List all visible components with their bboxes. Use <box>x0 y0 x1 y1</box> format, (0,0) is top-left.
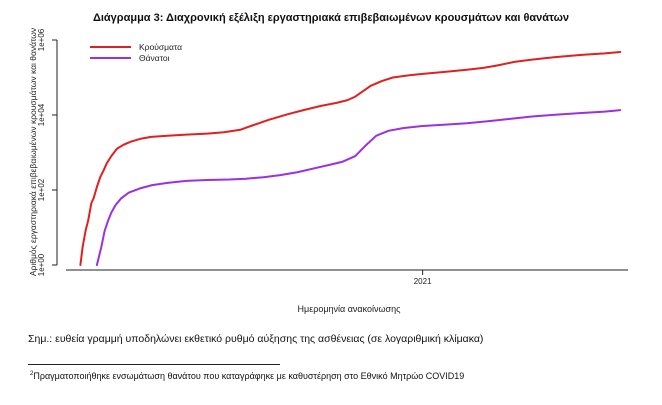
chart-title: Διάγραμμα 3: Διαχρονική εξέλιξη εργαστηρ… <box>92 12 570 24</box>
y-tick-label: 1e+06 <box>37 28 46 51</box>
y-tick-label: 1e+04 <box>37 103 46 126</box>
y-axis-label: Αριθμός εργαστηριακά επιβεβαιωμένων κρου… <box>28 28 38 276</box>
footnote-marker: 2 <box>30 371 34 377</box>
series-line-2 <box>95 109 622 266</box>
legend-label-2: Θάνατοι <box>139 53 170 63</box>
x-axis-label: Ημερομηνία ανακοίνωσης <box>298 304 402 314</box>
footnote-text: Πραγματοποιήθηκε ενσωμάτωση θανάτου που … <box>33 371 465 381</box>
x-tick-label: 2021 <box>414 277 432 286</box>
y-tick-label: 1e+02 <box>37 178 46 201</box>
footnote: 2Πραγματοποιήθηκε ενσωμάτωση θανάτου που… <box>30 371 464 381</box>
chart-note: Σημ.: ευθεία γραμμή υποδηλώνει εκθετικό … <box>28 333 484 345</box>
series-line-1 <box>79 51 622 266</box>
footnote-divider <box>28 364 280 365</box>
y-tick-label: 1e+00 <box>37 253 46 276</box>
legend-label-1: Κρούσματα <box>139 42 182 52</box>
